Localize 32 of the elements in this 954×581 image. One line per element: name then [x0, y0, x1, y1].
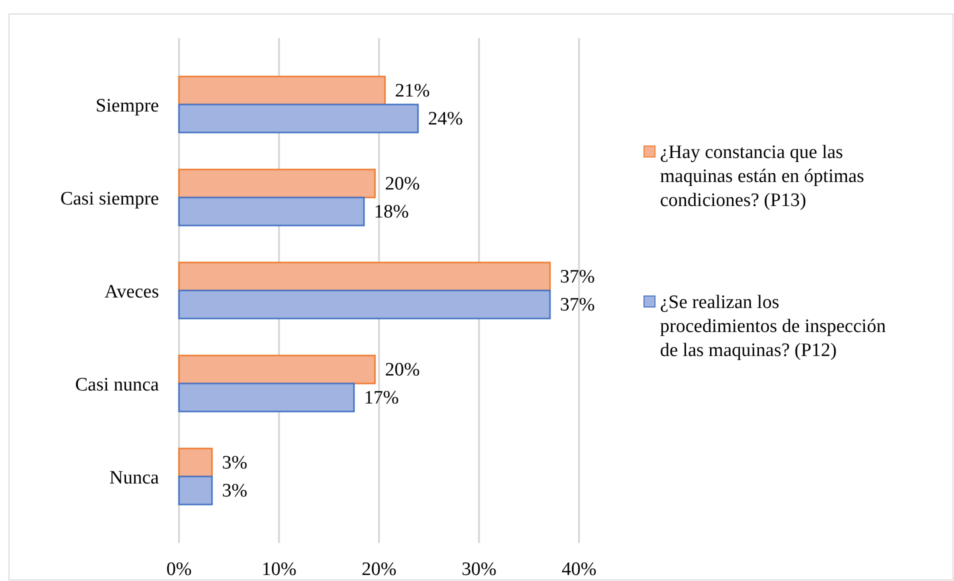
x-tick-label: 20% [362, 559, 397, 580]
bar [178, 196, 365, 226]
data-label: 3% [222, 452, 248, 474]
y-tick-label: Nunca [109, 468, 160, 488]
bar [178, 290, 551, 320]
data-label: 24% [428, 108, 463, 130]
data-label: 21% [395, 80, 430, 102]
data-label: 18% [374, 202, 409, 222]
legend-label: ¿Hay constancia que las maquinas están en óptimas condiciones? (P13) [660, 142, 864, 211]
x-tick-label: 10% [262, 559, 297, 580]
data-label: 17% [364, 388, 399, 408]
bar [178, 76, 386, 106]
data-label: 20% [385, 360, 420, 380]
bar [178, 104, 419, 134]
data-label: 37% [560, 294, 595, 316]
y-tick-label: Casi nunca [75, 374, 160, 396]
y-tick-label: Casi siempre [60, 188, 159, 210]
data-label: 3% [222, 480, 248, 502]
data-label: 37% [560, 266, 595, 288]
bar [178, 354, 376, 384]
bar [178, 168, 376, 198]
bar [178, 448, 213, 478]
legend-label: ¿Se realizan los procedimientos de inspección de las maquinas? (P12) [660, 292, 886, 361]
data-label: 20% [385, 174, 420, 194]
y-tick-label: Siempre [96, 96, 159, 116]
bar [178, 476, 213, 506]
x-tick-label: 30% [462, 559, 497, 580]
bar [178, 262, 551, 292]
bar [178, 382, 355, 412]
x-tick-label: 0% [166, 559, 192, 580]
x-tick-label: 40% [562, 559, 597, 580]
y-tick-label: Aveces [104, 282, 159, 302]
